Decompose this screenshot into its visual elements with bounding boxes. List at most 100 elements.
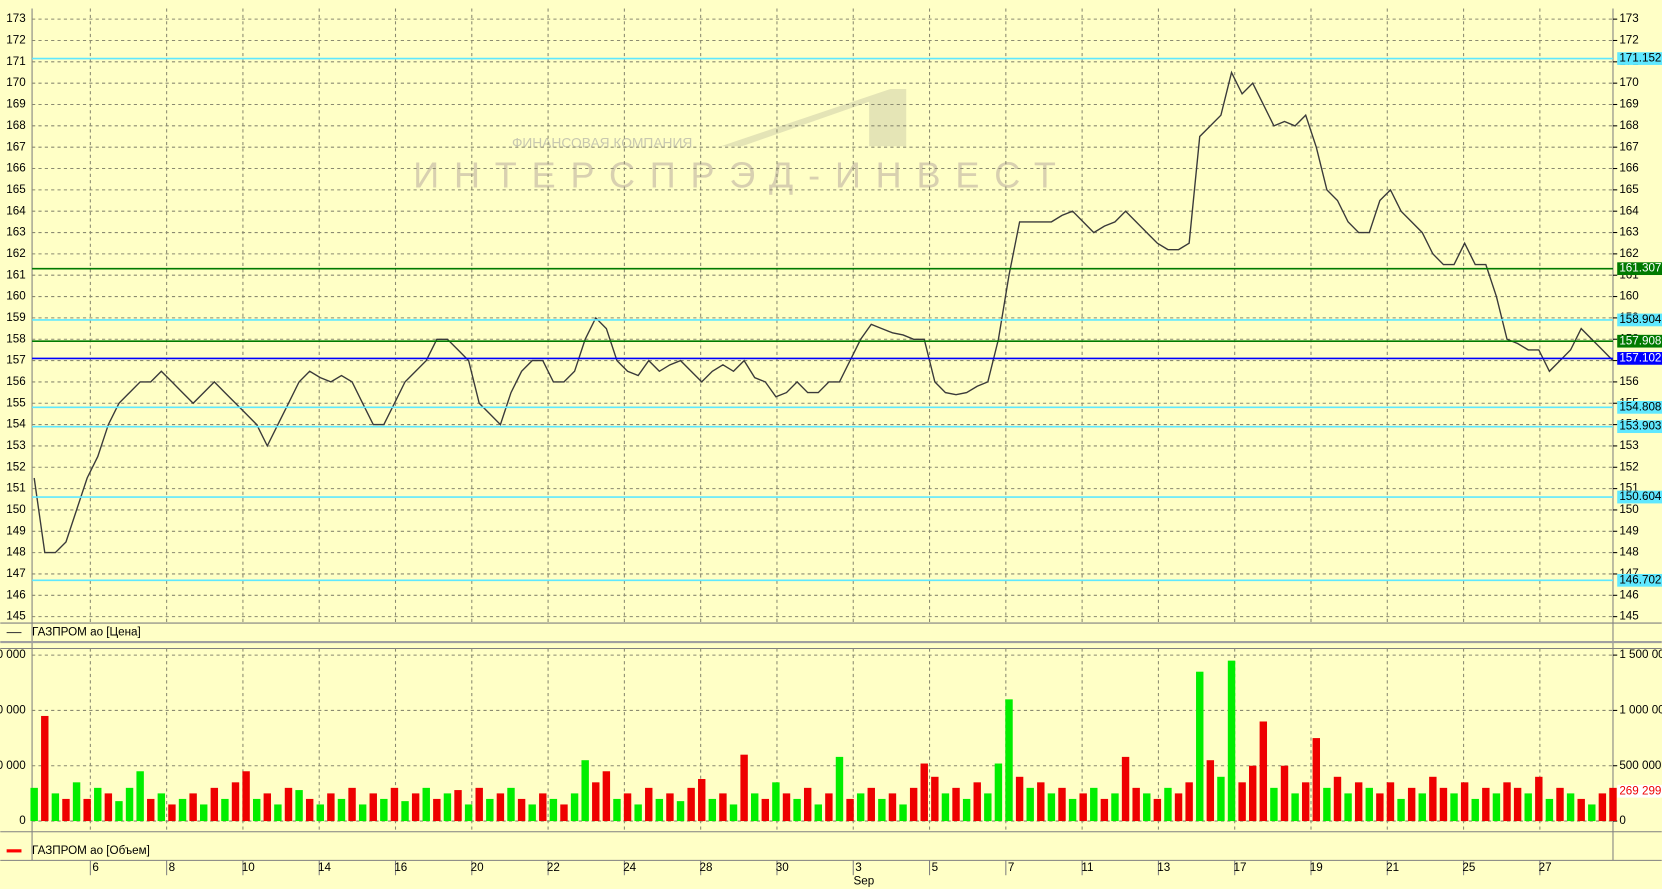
- y-tick-label-right: 170: [1619, 76, 1639, 89]
- volume-bar: [348, 787, 356, 822]
- x-tick-label: 10: [242, 861, 255, 874]
- volume-bar: [41, 715, 49, 822]
- volume-bar: [507, 787, 515, 822]
- x-tick-label: 28: [699, 861, 712, 874]
- volume-bar: [1492, 793, 1501, 822]
- volume-bar: [634, 804, 642, 822]
- volume-bar: [1259, 721, 1268, 822]
- volume-bar: [1015, 776, 1024, 822]
- watermark-line2: ИНТЕРСПРЭД-ИНВЕСТ: [413, 155, 1070, 196]
- volume-bar: [994, 763, 1003, 822]
- volume-bar: [263, 793, 272, 822]
- level-label: 158.904: [1619, 313, 1662, 326]
- volume-bar: [1460, 782, 1469, 822]
- volume-bar: [973, 782, 981, 822]
- volume-bar: [51, 793, 60, 822]
- volume-bar: [1217, 776, 1225, 822]
- x-tick-label: 8: [169, 861, 175, 874]
- volume-bar: [380, 798, 388, 822]
- y-tick-label-right: 1 000 000: [1619, 703, 1662, 716]
- y-tick-label-right: 1 500 000: [1619, 648, 1662, 661]
- volume-bar: [1577, 798, 1585, 822]
- y-tick-label: 165: [6, 183, 25, 196]
- y-tick-label: 163: [6, 226, 25, 239]
- y-tick-label-right: 168: [1619, 119, 1638, 132]
- x-tick-label: 24: [623, 861, 636, 874]
- y-tick-label-right: 172: [1619, 34, 1638, 47]
- volume-bar: [772, 782, 780, 822]
- volume-bar: [62, 798, 70, 822]
- x-tick-label: 13: [1157, 861, 1170, 874]
- level-label: 157.908: [1619, 334, 1661, 347]
- level-label-bg: [1617, 313, 1662, 327]
- y-tick-label: 155: [6, 396, 25, 409]
- volume-bar: [1471, 798, 1479, 822]
- volume-bar: [157, 793, 166, 822]
- volume-bar: [274, 804, 282, 822]
- volume-bar: [1249, 765, 1257, 822]
- volume-bar: [793, 798, 801, 822]
- volume-bar: [327, 793, 335, 822]
- volume-bar: [814, 804, 822, 822]
- y-tick-label: 0: [19, 814, 26, 827]
- volume-bar: [200, 804, 208, 822]
- volume-bar: [645, 787, 653, 822]
- volume-bar: [454, 790, 462, 822]
- volume-bar: [623, 793, 632, 822]
- volume-bar: [1270, 787, 1278, 822]
- volume-bar: [1058, 787, 1066, 822]
- volume-bar: [899, 804, 907, 822]
- volume-bar: [1344, 793, 1352, 822]
- y-tick-label: 164: [6, 204, 26, 217]
- y-tick-label: 500 000: [0, 759, 26, 772]
- level-label-bg: [1617, 400, 1662, 414]
- volume-bar: [252, 798, 261, 822]
- y-tick-label: 171: [6, 55, 25, 68]
- x-tick-label: 16: [394, 861, 407, 874]
- x-tick-label: 11: [1081, 861, 1093, 874]
- y-tick-label: 169: [6, 98, 25, 111]
- level-label-bg: [1617, 490, 1662, 504]
- volume-bar: [782, 793, 791, 822]
- level-label: 153.903: [1619, 420, 1661, 433]
- y-tick-label-right: 163: [1619, 226, 1638, 239]
- volume-bar: [1333, 776, 1342, 822]
- volume-bar: [486, 798, 494, 822]
- volume-bar: [528, 804, 536, 822]
- volume-bar: [369, 793, 377, 822]
- last-value-bg: [1617, 784, 1662, 798]
- volume-bar: [687, 787, 695, 822]
- y-tick-label: 1 500 000: [0, 648, 26, 661]
- level-label: 171.152: [1619, 52, 1661, 65]
- y-tick-label: 161: [6, 268, 25, 281]
- volume-bar: [1079, 793, 1087, 822]
- level-label-bg: [1617, 420, 1662, 434]
- y-tick-label-right: 169: [1619, 98, 1638, 111]
- volume-bar: [189, 793, 197, 822]
- volume-bar: [1386, 782, 1395, 822]
- x-tick-label: 3: [855, 861, 861, 874]
- volume-bar: [94, 787, 102, 822]
- y-tick-label: 159: [6, 311, 25, 324]
- volume-bar: [337, 798, 346, 822]
- volume-bar: [856, 793, 865, 822]
- volume-bar: [825, 793, 833, 822]
- volume-bar: [1365, 787, 1373, 822]
- volume-bar: [909, 787, 918, 822]
- y-tick-label: 154: [6, 418, 26, 431]
- volume-bar: [83, 798, 91, 822]
- y-tick-label: 168: [6, 119, 25, 132]
- x-tick-label: 27: [1539, 861, 1552, 874]
- volume-bar: [464, 804, 473, 822]
- x-tick-label: 6: [92, 861, 98, 874]
- volume-bar: [1588, 804, 1596, 822]
- volume-bar: [560, 804, 568, 822]
- volume-bar: [1598, 793, 1607, 822]
- volume-bar: [1164, 787, 1172, 822]
- volume-bar: [231, 782, 240, 822]
- y-tick-label: 156: [6, 375, 25, 388]
- volume-bar: [443, 793, 452, 822]
- y-tick-label: 151: [6, 482, 25, 495]
